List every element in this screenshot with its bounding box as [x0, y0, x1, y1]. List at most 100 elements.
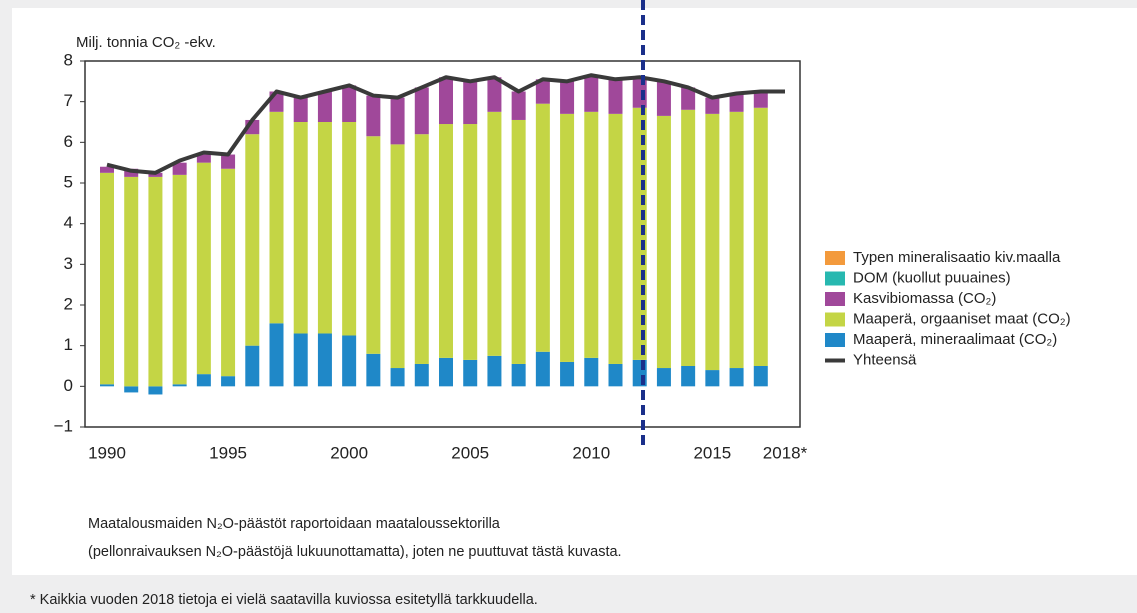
footnote: * Kaikkia vuoden 2018 tietoja ei vielä s…	[30, 592, 538, 608]
bar-segment	[511, 91, 526, 120]
y-tick-label: 7	[64, 91, 73, 110]
bar-segment	[293, 122, 308, 334]
total-line	[106, 73, 785, 175]
bar-segment	[511, 363, 526, 387]
bar-segment	[172, 174, 187, 385]
legend-label: Kasvibiomassa (CO₂)	[853, 290, 996, 307]
legend-label: Maaperä, orgaaniset maat (CO₂)	[853, 310, 1071, 327]
bar-segment	[656, 115, 671, 369]
bar-segment	[196, 374, 211, 387]
bar-segment	[705, 113, 720, 371]
bar-segment	[390, 144, 405, 369]
y-tick-label: 2	[64, 294, 73, 313]
bar-segment	[366, 95, 381, 137]
y-axis-label: Milj. tonnia CO₂ -ekv.	[76, 34, 216, 51]
bar-segment	[560, 81, 575, 114]
x-tick-label: 2010	[572, 443, 610, 462]
bar-segment	[317, 91, 332, 122]
bar-segment	[584, 111, 599, 358]
bar-segment	[705, 370, 720, 387]
bar-segment	[414, 87, 429, 135]
bar-segment	[439, 357, 453, 387]
note: Maatalousmaiden N₂O-päästöt raportoidaan…	[88, 516, 501, 532]
bar-segment	[269, 111, 284, 324]
bar-segment	[245, 345, 260, 387]
bar-segment	[148, 172, 163, 177]
bar-segment	[729, 93, 744, 112]
legend-swatch	[825, 312, 845, 327]
plot-frame	[84, 60, 801, 428]
bar-segment	[100, 384, 114, 387]
bar-segment	[681, 109, 696, 367]
bar-segment	[196, 162, 211, 375]
legend-swatch	[825, 251, 845, 265]
bar-segment	[342, 335, 357, 387]
bar-segment	[608, 79, 623, 114]
bar-segment	[124, 386, 139, 393]
bar-segment	[366, 136, 381, 354]
legend-label: Typen mineralisaatio kiv.maalla	[853, 249, 1061, 266]
bar-segment	[269, 323, 284, 387]
bar-segment	[584, 75, 599, 112]
bar-segment	[753, 91, 768, 108]
legend-label: Yhteensä	[853, 351, 917, 368]
bar-segment	[439, 124, 453, 358]
bar-segment	[342, 122, 357, 336]
bar-segment	[317, 122, 332, 334]
bar-segment	[681, 87, 696, 110]
y-tick-label: 0	[64, 376, 73, 395]
bar-segment	[293, 333, 308, 387]
bar-segment	[366, 353, 381, 387]
y-tick-label: 3	[64, 254, 73, 273]
bar-segment	[439, 77, 453, 125]
bar-segment	[487, 355, 502, 387]
bar-segment	[487, 77, 502, 112]
bar-segment	[463, 81, 478, 125]
bar-segment	[124, 168, 139, 177]
bar-segment	[148, 176, 163, 387]
bar-segment	[656, 81, 671, 116]
y-tick-label: 6	[64, 132, 73, 151]
bar-segment	[535, 79, 550, 104]
bar-segment	[245, 134, 260, 346]
bar-segment	[487, 111, 502, 356]
legend-swatch	[825, 333, 845, 347]
bar-segment	[729, 111, 744, 369]
bar-segment	[317, 333, 332, 387]
y-tick-label: 5	[64, 172, 73, 191]
x-tick-label: 2018*	[763, 443, 808, 462]
bar-segment	[342, 85, 357, 122]
bar-segment	[705, 97, 720, 114]
legend-label: DOM (kuollut puuaines)	[853, 269, 1011, 286]
bar-segment	[172, 162, 187, 175]
bar-segment	[414, 363, 429, 387]
bar-segment	[172, 384, 187, 387]
bar-segment	[390, 368, 405, 387]
x-tick-label: 2015	[693, 443, 731, 462]
note: (pellonraivauksen N₂O-päästöjä lukuunott…	[88, 544, 622, 560]
bar-segment	[124, 176, 139, 387]
legend-swatch	[825, 271, 845, 286]
bar-segment	[463, 359, 478, 387]
bar-segment	[560, 113, 575, 362]
bar-segment	[221, 154, 236, 169]
bar-segment	[608, 113, 623, 364]
bar-segment	[584, 357, 599, 387]
bar-segment	[535, 351, 550, 387]
y-tick-label: 4	[64, 213, 73, 232]
bar-segment	[729, 368, 744, 387]
bar-segment	[511, 119, 526, 364]
y-tick-label: 1	[64, 335, 73, 354]
bar-segment	[753, 107, 768, 367]
bar-segment	[221, 168, 236, 377]
bar-segment	[148, 386, 163, 395]
x-tick-label: 1990	[88, 443, 126, 462]
x-tick-label: 2005	[451, 443, 489, 462]
bar-segment	[463, 124, 478, 360]
bar-segment	[221, 376, 236, 387]
bar-segment	[608, 363, 623, 387]
bar-segment	[535, 103, 550, 352]
bar-segment	[100, 172, 114, 385]
